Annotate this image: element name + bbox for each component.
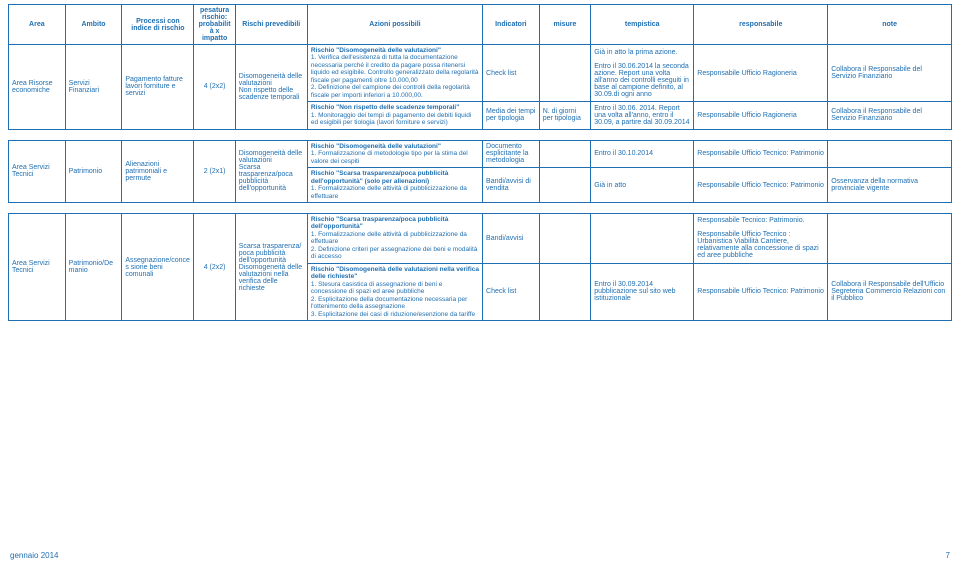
col-header: Ambito bbox=[65, 5, 122, 45]
cell-ambito: Servizi Finanziari bbox=[65, 45, 122, 130]
col-header: Azioni possibili bbox=[307, 5, 482, 45]
cell-tempistica: Entro il 30.09.2014 pubblicazione sul si… bbox=[591, 263, 694, 320]
cell-pesatura: 4 (2x2) bbox=[194, 45, 235, 130]
cell-azioni: Rischio "Scarsa trasparenza/poca pubblic… bbox=[307, 213, 482, 263]
cell-note bbox=[828, 213, 952, 263]
cell-tempistica bbox=[591, 213, 694, 263]
col-header: pesatura rischio: probabilità x impatto bbox=[194, 5, 235, 45]
cell-pesatura: 2 (2x1) bbox=[194, 140, 235, 202]
cell-misure bbox=[539, 263, 591, 320]
table-row: Area Servizi TecniciPatrimonioAlienazion… bbox=[9, 140, 952, 167]
cell-rischi: Scarsa trasparenza/ poca pubblicità dell… bbox=[235, 213, 307, 320]
cell-responsabile: Responsabile Ufficio Ragioneria bbox=[694, 45, 828, 102]
cell-rischi: Disomogeneità delle valutazioni Non risp… bbox=[235, 45, 307, 130]
cell-pesatura: 4 (2x2) bbox=[194, 213, 235, 320]
cell-misure: N. di giorni per tipologia bbox=[539, 102, 591, 129]
table-row: Area Risorse economicheServizi Finanziar… bbox=[9, 45, 952, 102]
col-header: tempistica bbox=[591, 5, 694, 45]
col-header: responsabile bbox=[694, 5, 828, 45]
col-header: note bbox=[828, 5, 952, 45]
col-header: Indicatori bbox=[483, 5, 540, 45]
cell-processi: Assegnazione/conces sione beni comunali bbox=[122, 213, 194, 320]
cell-responsabile: Responsabile Ufficio Tecnico: Patrimonio bbox=[694, 263, 828, 320]
cell-misure bbox=[539, 168, 591, 203]
data-table: Area Servizi TecniciPatrimonio/DemanioAs… bbox=[8, 213, 952, 321]
cell-azioni: Rischio "Disomogeneità delle valutazioni… bbox=[307, 140, 482, 167]
cell-indicatori: Check list bbox=[483, 45, 540, 102]
data-table: AreaAmbitoProcessi con indice di rischio… bbox=[8, 4, 952, 130]
cell-responsabile: Responsabile Ufficio Tecnico: Patrimonio bbox=[694, 168, 828, 203]
tables-container: AreaAmbitoProcessi con indice di rischio… bbox=[8, 4, 952, 321]
cell-rischi: Disomogeneità delle valutazioni Scarsa t… bbox=[235, 140, 307, 202]
cell-ambito: Patrimonio bbox=[65, 140, 122, 202]
cell-indicatori: Bandi/avvisi di vendita bbox=[483, 168, 540, 203]
page: AreaAmbitoProcessi con indice di rischio… bbox=[0, 0, 960, 566]
cell-indicatori: Check list bbox=[483, 263, 540, 320]
cell-misure bbox=[539, 140, 591, 167]
table-row: Area Servizi TecniciPatrimonio/DemanioAs… bbox=[9, 213, 952, 263]
cell-note: Osservanza della normativa provinciale v… bbox=[828, 168, 952, 203]
col-header: Processi con indice di rischio bbox=[122, 5, 194, 45]
cell-area: Area Risorse economiche bbox=[9, 45, 66, 130]
cell-indicatori: Media dei tempi per tipologia bbox=[483, 102, 540, 129]
cell-azioni: Rischio "Disomogeneità delle valutazioni… bbox=[307, 45, 482, 102]
cell-area: Area Servizi Tecnici bbox=[9, 140, 66, 202]
cell-responsabile: Responsabile Tecnico: Patrimonio.Respons… bbox=[694, 213, 828, 263]
cell-indicatori: Bandi/avvisi bbox=[483, 213, 540, 263]
cell-note: Collabora il Responsabile del Servizio F… bbox=[828, 102, 952, 129]
cell-processi: Pagamento fatture lavori forniture e ser… bbox=[122, 45, 194, 130]
cell-misure bbox=[539, 213, 591, 263]
cell-responsabile: Responsabile Ufficio Tecnico: Patrimonio bbox=[694, 140, 828, 167]
cell-note bbox=[828, 140, 952, 167]
data-table: Area Servizi TecniciPatrimonioAlienazion… bbox=[8, 140, 952, 203]
cell-tempistica: Entro il 30.06. 2014. Report una volta a… bbox=[591, 102, 694, 129]
cell-tempistica: Già in atto bbox=[591, 168, 694, 203]
col-header: misure bbox=[539, 5, 591, 45]
cell-area: Area Servizi Tecnici bbox=[9, 213, 66, 320]
col-header: Area bbox=[9, 5, 66, 45]
footer-page-number: 7 bbox=[946, 551, 950, 560]
cell-azioni: Rischio "Non rispetto delle scadenze tem… bbox=[307, 102, 482, 129]
col-header: Rischi prevedibili bbox=[235, 5, 307, 45]
cell-responsabile: Responsabile Ufficio Ragioneria bbox=[694, 102, 828, 129]
footer-date: gennaio 2014 bbox=[10, 551, 59, 560]
cell-azioni: Rischio "Scarsa trasparenza/poca pubblic… bbox=[307, 168, 482, 203]
cell-tempistica: Entro il 30.10.2014 bbox=[591, 140, 694, 167]
cell-note: Collabora il Responsabile dell'Ufficio S… bbox=[828, 263, 952, 320]
cell-azioni: Rischio "Disomogeneità delle valutazioni… bbox=[307, 263, 482, 320]
cell-note: Collabora il Responsabile del Servizio F… bbox=[828, 45, 952, 102]
cell-ambito: Patrimonio/Demanio bbox=[65, 213, 122, 320]
cell-indicatori: Documento esplicitante la metodologia bbox=[483, 140, 540, 167]
cell-tempistica: Già in atto la prima azione. Entro il 30… bbox=[591, 45, 694, 102]
cell-misure bbox=[539, 45, 591, 102]
cell-processi: Alienazioni patrimoniali e permute bbox=[122, 140, 194, 202]
